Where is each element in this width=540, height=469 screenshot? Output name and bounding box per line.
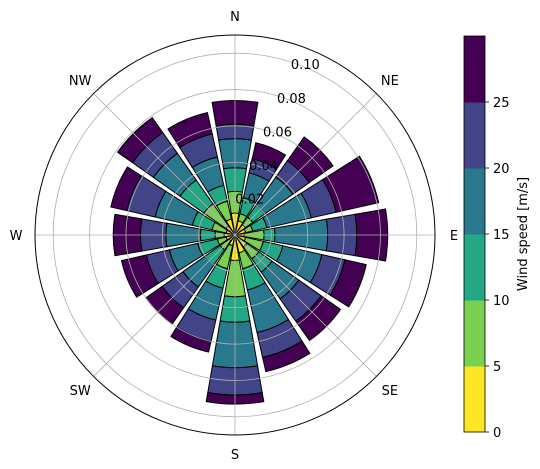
colorbar-segment-3	[464, 168, 485, 235]
direction-label-NW: NW	[69, 74, 92, 89]
colorbar-label: Wind speed [m/s]	[516, 177, 531, 291]
colorbar-tick-5: 5	[493, 360, 501, 375]
colorbar-tick-20: 20	[493, 162, 510, 177]
radial-tick-0.04: 0.04	[249, 159, 278, 174]
radial-tick-0.02: 0.02	[235, 193, 264, 208]
wind-bar-22.5deg-bin5	[251, 142, 287, 170]
colorbar-segment-1	[464, 300, 485, 367]
direction-label-W: W	[10, 229, 23, 244]
grid-spoke-225deg	[93, 234, 236, 377]
colorbar-tick-25: 25	[493, 96, 510, 111]
grid-spoke-135deg	[234, 234, 377, 377]
colorbar-segment-4	[464, 102, 485, 169]
colorbar-tick-10: 10	[493, 294, 510, 309]
polar-frame	[34, 34, 436, 436]
colorbar-tick-15: 15	[493, 228, 510, 243]
colorbar-segment-2	[464, 234, 485, 301]
direction-label-SW: SW	[70, 384, 91, 399]
grid-spoke-315deg	[93, 93, 236, 236]
direction-label-SE: SE	[382, 384, 398, 399]
colorbar-segment-5	[464, 36, 485, 103]
wind-rose-bars	[110, 100, 389, 405]
radial-tick-labels: 0.02 0.04 0.06 0.08 0.10	[235, 58, 320, 207]
grid-spoke-45deg	[234, 93, 377, 236]
wind-bar-157.5deg-bin5	[261, 340, 311, 373]
polar-grid	[35, 35, 435, 435]
direction-labels: N NE E SE S SW W NW	[10, 10, 459, 463]
direction-label-E: E	[450, 229, 458, 244]
colorbar-segment-0	[464, 366, 485, 433]
wind-bar-292.5deg-bin5	[110, 166, 142, 212]
wind-bar-67.5deg-bin5	[321, 155, 380, 213]
radial-tick-0.10: 0.10	[291, 58, 320, 73]
wind-bar-112.5deg-bin5	[329, 259, 367, 308]
direction-label-NE: NE	[381, 74, 399, 89]
direction-label-N: N	[230, 10, 240, 25]
radial-tick-0.08: 0.08	[277, 92, 306, 107]
colorbar-tick-0: 0	[493, 426, 501, 441]
radial-tick-0.06: 0.06	[263, 125, 292, 140]
direction-label-S: S	[231, 448, 239, 463]
wind-bar-337.5deg-bin5	[167, 112, 213, 149]
colorbar: 0 5 10 15 20 25	[463, 35, 510, 441]
